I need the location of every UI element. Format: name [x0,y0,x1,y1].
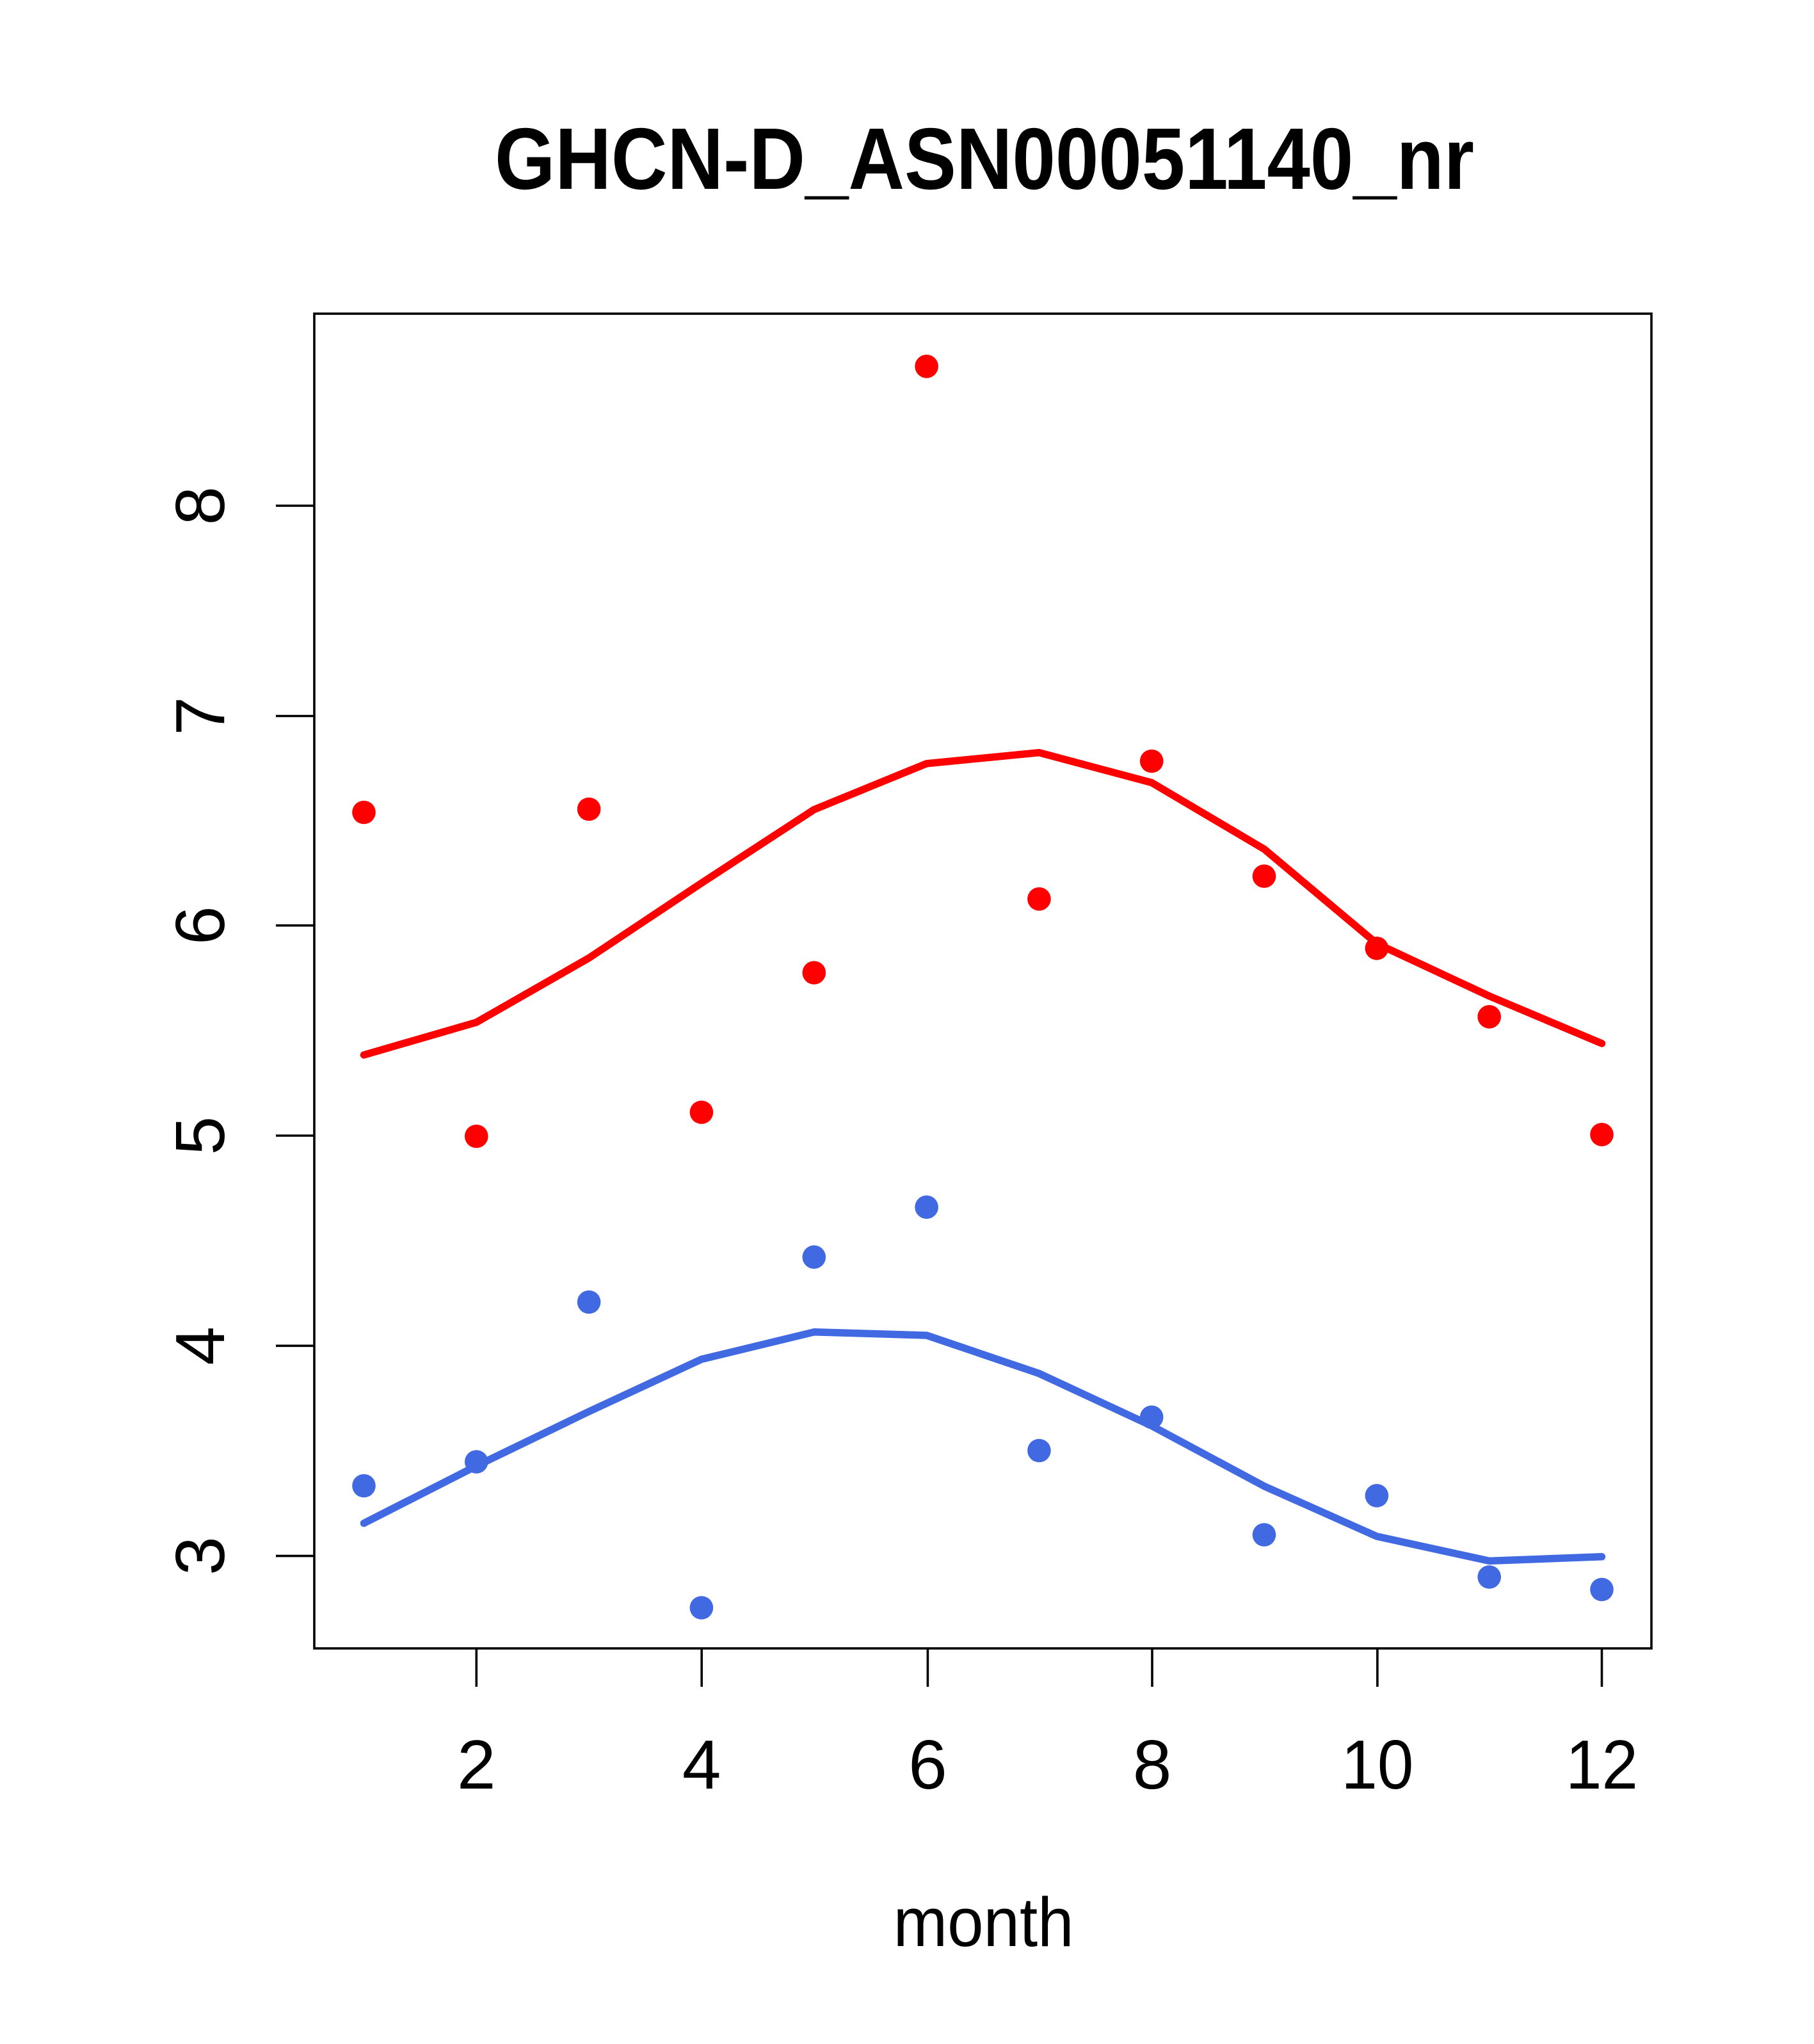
svg-text:6: 6 [908,1726,947,1804]
svg-text:4: 4 [682,1726,721,1804]
svg-text:8: 8 [161,487,239,526]
svg-text:4: 4 [161,1326,239,1365]
svg-text:6: 6 [161,906,239,945]
svg-text:8: 8 [1133,1726,1172,1804]
svg-text:10: 10 [1341,1726,1413,1804]
svg-text:GHCN-D_ASN00051140_nr: GHCN-D_ASN00051140_nr [495,109,1474,207]
svg-text:month: month [894,1883,1074,1961]
svg-text:3: 3 [161,1536,239,1575]
svg-text:2: 2 [457,1726,496,1804]
svg-text:5: 5 [161,1116,239,1155]
svg-text:7: 7 [161,696,239,736]
svg-text:12: 12 [1566,1726,1638,1804]
